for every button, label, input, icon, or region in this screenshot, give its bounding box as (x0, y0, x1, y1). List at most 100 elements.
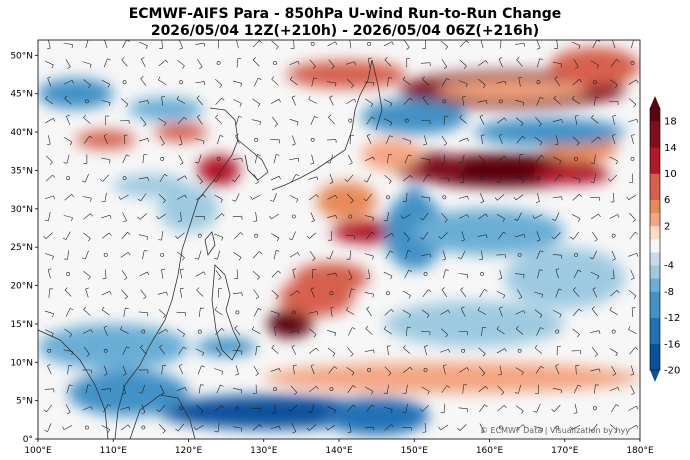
wind-barb (44, 253, 54, 257)
lon-tick-label: 120°E (175, 446, 203, 456)
wind-barb (611, 365, 617, 375)
wind-barb (496, 80, 506, 84)
wind-barb (178, 154, 184, 164)
wind-barb-flag (255, 181, 259, 185)
wind-barb-flag (402, 392, 407, 394)
wind-barb-flag (503, 155, 507, 159)
wind-barb-flag (175, 235, 178, 239)
coastlines (38, 59, 383, 439)
wind-barb-flag (141, 57, 145, 60)
wind-barb-flag (559, 174, 563, 178)
wind-barb-flag (388, 180, 392, 184)
wind-barb (254, 154, 258, 164)
wind-barb-flag (504, 81, 507, 85)
wind-barb (610, 59, 617, 67)
wind-barb-flag (175, 428, 179, 432)
wind-barb (536, 250, 541, 260)
wind-barb-flag (598, 368, 601, 373)
wind-barb (346, 367, 355, 373)
wind-barb-flag (465, 83, 468, 88)
calm-marker (442, 195, 447, 200)
calm-marker (85, 425, 89, 430)
wind-barb-flag (335, 215, 338, 219)
wind-barb-flag (540, 96, 544, 99)
wind-barb (573, 269, 579, 279)
colorbar-segment (650, 252, 660, 266)
wind-barb (63, 425, 73, 430)
wind-barb-flag (372, 255, 374, 260)
wind-barb-flag (69, 308, 74, 311)
calm-marker (630, 61, 635, 65)
wind-barb-flag (458, 162, 463, 164)
wind-barb (441, 59, 448, 67)
wind-barb-flag (257, 154, 261, 156)
field-anomaly-33 (436, 79, 588, 100)
wind-barb-flag (87, 238, 91, 242)
wind-barb-flag (533, 410, 537, 413)
wind-barb-flag (481, 134, 485, 136)
wind-barb (517, 289, 523, 298)
wind-barb (480, 135, 483, 145)
wind-barb (574, 116, 578, 126)
wind-barb (291, 174, 297, 183)
wind-barb (458, 407, 468, 410)
wind-barb (477, 234, 487, 237)
wind-barb (421, 386, 430, 392)
wind-barb-flag (46, 47, 51, 50)
wind-barb-flag (482, 353, 486, 357)
wind-barb (384, 424, 392, 431)
wind-barb (440, 328, 448, 335)
wind-barb-flag (447, 309, 451, 314)
wind-barb (631, 135, 634, 145)
wind-barb (515, 234, 524, 238)
wind-barb (101, 388, 111, 391)
wind-barb (327, 272, 336, 276)
wind-barb (499, 365, 502, 375)
wind-barb-flag (234, 325, 238, 329)
wind-barb (289, 158, 299, 160)
field-anomaly-22 (504, 247, 625, 309)
wind-barb-flag (461, 306, 465, 309)
wind-barb-flag (203, 194, 206, 198)
wind-barb-flag (498, 374, 502, 376)
wind-barb (386, 384, 389, 394)
wind-barb (366, 231, 373, 240)
wind-barb (105, 269, 107, 279)
wind-barb-flag (390, 275, 393, 280)
wind-barb (630, 365, 634, 375)
wind-barb (610, 290, 618, 297)
wind-barb (478, 386, 486, 393)
wind-barb-flag (522, 136, 526, 139)
colorbar-tick-label: 6 (664, 195, 670, 206)
wind-barb (293, 40, 295, 49)
wind-barb (233, 252, 242, 258)
wind-barb-flag (251, 326, 255, 330)
wind-barb (403, 97, 410, 105)
wind-barb-flag (459, 114, 463, 118)
wind-barb-flag (259, 121, 261, 126)
wind-barb (252, 59, 260, 67)
wind-barb (252, 98, 261, 105)
wind-barb-flag (44, 219, 49, 222)
wind-barb-flag (521, 410, 524, 414)
wind-barb-flag (215, 114, 219, 118)
wind-barb-flag (408, 154, 412, 157)
wind-barb (572, 308, 580, 316)
wind-barb (402, 309, 411, 315)
wind-barb-flag (255, 296, 260, 300)
wind-barb (232, 350, 242, 352)
wind-barb (612, 269, 615, 279)
wind-barb-flag (555, 268, 560, 271)
wind-barb (536, 58, 540, 68)
wind-barb-flag (443, 143, 447, 146)
wind-barb-flag (218, 277, 222, 280)
wind-barb (159, 384, 165, 394)
wind-barb-flag (259, 424, 263, 428)
wind-barb-flag (44, 429, 48, 432)
wind-barb (141, 58, 146, 68)
wind-barb-flag (540, 365, 544, 369)
wind-barb (424, 422, 427, 432)
wind-barb (458, 137, 468, 142)
wind-barb-flag (446, 385, 451, 388)
wind-barb (628, 405, 637, 411)
